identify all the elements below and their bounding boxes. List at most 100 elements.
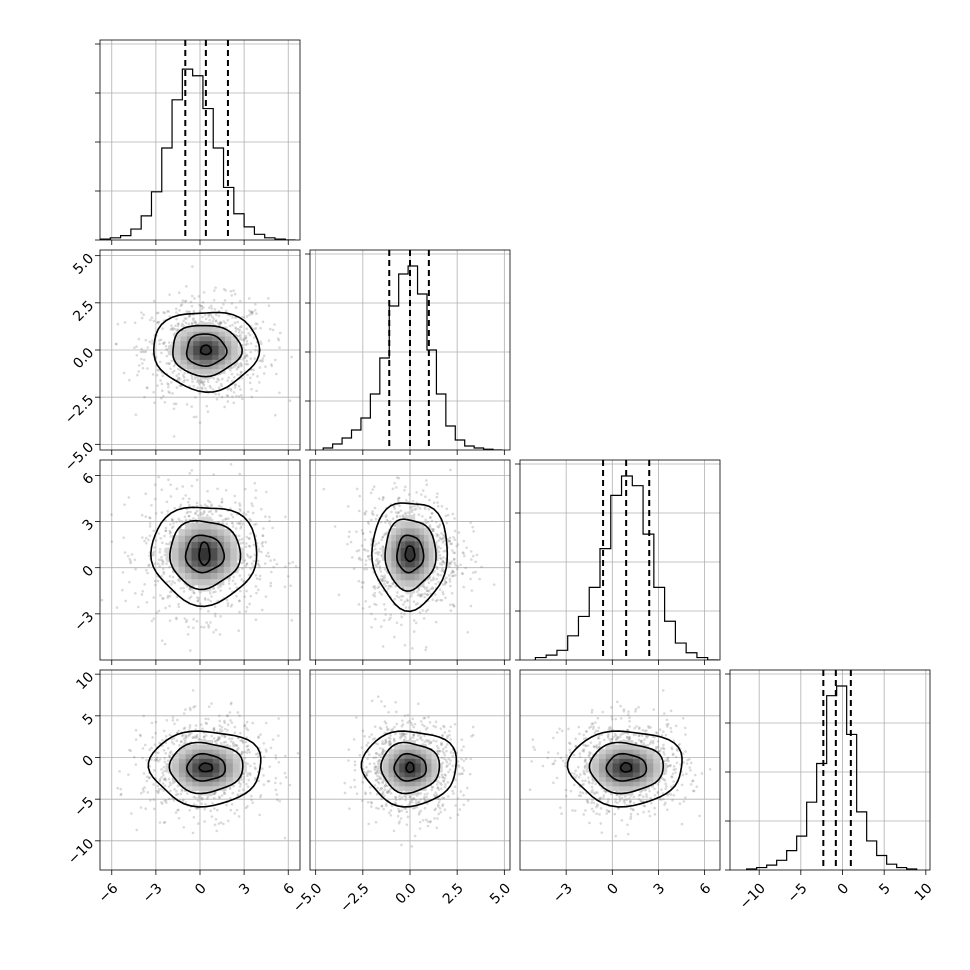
scatter-point	[383, 788, 387, 791]
scatter-point	[437, 788, 441, 791]
scatter-point	[454, 778, 457, 782]
scatter-point	[427, 507, 431, 511]
density-cell	[185, 529, 192, 536]
scatter-point	[158, 821, 162, 824]
scatter-point	[250, 502, 253, 505]
scatter-point	[169, 535, 173, 538]
scatter-point	[462, 585, 466, 589]
scatter-point	[211, 512, 214, 516]
scatter-point	[435, 520, 438, 524]
scatter-point	[257, 549, 261, 553]
scatter-point	[441, 803, 445, 806]
scatter-point	[176, 324, 180, 328]
scatter-point	[207, 510, 211, 514]
scatter-point	[194, 396, 197, 399]
scatter-point	[462, 745, 465, 748]
scatter-point	[426, 740, 429, 743]
density-cell	[386, 547, 392, 555]
scatter-point	[148, 748, 151, 752]
scatter-point	[405, 823, 409, 826]
scatter-point	[144, 515, 148, 518]
scatter-point	[171, 371, 174, 374]
scatter-point	[267, 779, 271, 783]
scatter-point	[150, 316, 154, 319]
scatter-point	[166, 594, 170, 598]
scatter-point	[449, 738, 452, 741]
scatter-point	[199, 381, 203, 385]
scatter-point	[170, 737, 174, 741]
scatter-point	[226, 394, 230, 398]
scatter-point	[390, 804, 394, 808]
scatter-point	[381, 495, 385, 499]
scatter-point	[358, 443, 361, 446]
scatter-point	[400, 796, 404, 799]
scatter-point	[175, 374, 178, 378]
scatter-point	[127, 496, 131, 499]
scatter-point	[180, 303, 184, 306]
scatter-point	[440, 537, 444, 541]
scatter-point	[374, 820, 378, 824]
scatter-point	[240, 567, 244, 570]
scatter-point	[179, 587, 183, 590]
scatter-point	[399, 598, 403, 602]
scatter-point	[404, 807, 408, 810]
scatter-point	[251, 504, 254, 508]
scatter-point	[168, 293, 171, 296]
scatter-point	[159, 537, 163, 540]
density-cell	[199, 335, 207, 342]
scatter-point	[253, 302, 257, 306]
scatter-point	[173, 506, 177, 510]
scatter-point	[236, 327, 240, 331]
scatter-point	[142, 790, 145, 793]
scatter-point	[182, 747, 186, 750]
density-cell	[226, 758, 234, 764]
scatter-point	[246, 510, 250, 514]
scatter-point	[163, 311, 166, 315]
scatter-point	[393, 740, 396, 743]
scatter-point	[374, 765, 378, 768]
scatter-point	[379, 777, 383, 781]
scatter-point	[160, 639, 164, 642]
scatter-point	[219, 615, 222, 618]
scatter-point	[443, 580, 447, 584]
density-cell	[199, 762, 207, 768]
scatter-point	[355, 792, 359, 795]
scatter-point	[193, 320, 196, 323]
scatter-point	[214, 510, 218, 513]
scatter-point	[395, 621, 399, 625]
scatter-point	[411, 736, 415, 739]
density-cell	[395, 521, 402, 529]
scatter-point	[248, 381, 252, 385]
density-cell	[199, 354, 207, 360]
scatter-point	[246, 774, 249, 778]
scatter-point	[245, 751, 249, 754]
scatter-point	[224, 740, 227, 744]
scatter-point	[447, 561, 451, 564]
scatter-point	[412, 797, 416, 800]
scatter-point	[464, 757, 468, 760]
scatter-point	[443, 731, 447, 734]
scatter-point	[393, 524, 397, 528]
scatter-point	[217, 738, 220, 741]
scatter-point	[469, 604, 473, 608]
scatter-point	[165, 348, 168, 351]
scatter-point	[211, 319, 215, 323]
scatter-point	[254, 776, 257, 780]
scatter-point	[363, 567, 366, 571]
scatter-point	[372, 585, 375, 589]
scatter-point	[148, 554, 151, 558]
scatter-point	[195, 415, 198, 419]
scatter-point	[199, 602, 202, 605]
density-cell	[180, 359, 188, 365]
scatter-point	[156, 311, 160, 315]
scatter-point	[254, 348, 257, 352]
scatter-point	[238, 538, 241, 542]
scatter-point	[173, 328, 177, 331]
scatter-point	[424, 728, 428, 731]
scatter-point	[162, 570, 166, 574]
scatter-point	[163, 400, 167, 404]
scatter-point	[427, 589, 431, 593]
scatter-point	[380, 574, 383, 578]
scatter-point	[374, 517, 378, 521]
scatter-point	[389, 613, 393, 616]
